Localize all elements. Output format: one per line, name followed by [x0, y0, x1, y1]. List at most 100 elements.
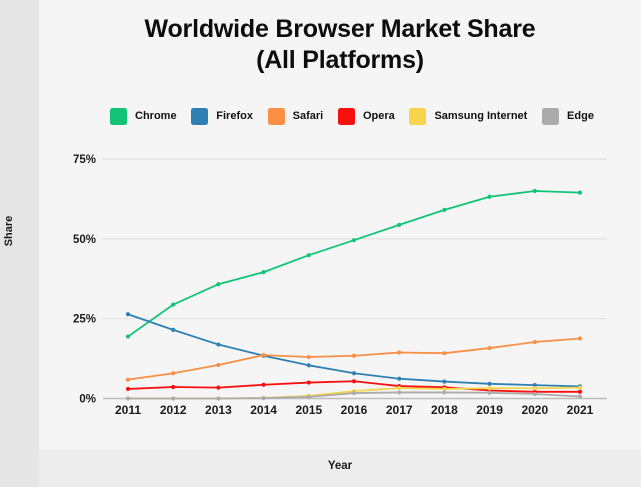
legend-item-opera: Opera: [337, 107, 395, 125]
line-chart-plot: 0% 25% 50% 75% 2011 2012 2013 2014 2015 2016 2017 2…: [73, 154, 607, 417]
legend-item-edge: Edge: [542, 107, 594, 125]
data-point-safari-2016: [351, 353, 357, 358]
data-point-chrome-2016: [351, 238, 357, 243]
x-tick-label-2021: 2021: [567, 403, 594, 417]
legend-label-edge: Edge: [567, 110, 594, 122]
data-point-firefox-2015: [306, 363, 311, 368]
data-point-safari-2014: [261, 352, 266, 358]
x-axis-title: Year: [327, 460, 353, 472]
legend-label-samsung-internet: Samsung Internet: [434, 110, 528, 122]
data-point-firefox-2017: [397, 376, 402, 381]
data-point-safari-2015: [306, 354, 311, 360]
data-point-chrome-2017: [397, 222, 402, 227]
data-point-safari-2020: [532, 339, 537, 345]
legend-swatch-opera: [337, 107, 355, 125]
y-tick-label-50%: 50%: [73, 234, 96, 246]
data-point-firefox-2011: [125, 312, 131, 317]
legend-swatch-safari: [267, 107, 285, 125]
chart-legend: Chrome Firefox Safari Opera Samsung Internet…: [110, 106, 594, 126]
series-line-chrome: [127, 190, 581, 338]
x-tick-label-2015: 2015: [295, 403, 322, 417]
chart-card: Worldwide Browser Market Share (All Plat…: [39, 0, 641, 449]
legend-item-safari: Safari: [267, 107, 324, 125]
data-point-chrome-2012: [171, 302, 176, 307]
data-point-firefox-2016: [351, 371, 357, 376]
data-point-edge-2021: [577, 394, 583, 399]
data-point-samsung-internet-2021: [577, 385, 583, 390]
x-tick-label-2018: 2018: [431, 403, 458, 417]
data-point-edge-2015: [306, 394, 311, 400]
data-point-edge-2014: [261, 396, 266, 401]
legend-swatch-edge: [542, 107, 560, 125]
data-point-opera-2011: [125, 386, 131, 392]
chart-title: Worldwide Browser Market Share (All Plat…: [39, 14, 641, 76]
x-tick-label-2019: 2019: [476, 403, 503, 417]
data-point-safari-2011: [125, 377, 131, 382]
data-point-safari-2013: [216, 362, 221, 368]
data-point-opera-2014: [261, 382, 266, 387]
data-point-edge-2019: [487, 390, 492, 395]
y-axis-title-strip: Share: [0, 0, 39, 487]
x-tick-label-2011: 2011: [115, 403, 141, 417]
chart-title-line2: (All Platforms): [256, 46, 424, 74]
data-point-chrome-2011: [125, 334, 131, 339]
y-axis-title: Share: [3, 215, 15, 247]
x-tick-label-2020: 2020: [521, 403, 548, 417]
x-axis-title-strip: Year: [39, 449, 641, 487]
legend-label-opera: Opera: [362, 110, 395, 122]
data-point-firefox-2018: [442, 379, 447, 384]
data-point-firefox-2012: [171, 327, 176, 332]
x-tick-label-2016: 2016: [341, 403, 368, 417]
legend-item-firefox: Firefox: [191, 107, 253, 125]
data-point-chrome-2021: [577, 190, 583, 195]
data-point-samsung-internet-2017: [397, 385, 402, 391]
legend-swatch-firefox: [191, 107, 209, 125]
x-tick-label-2012: 2012: [160, 403, 187, 417]
data-point-samsung-internet-2020: [532, 386, 537, 391]
data-point-firefox-2019: [487, 381, 492, 386]
legend-item-samsung-internet: Samsung Internet: [409, 107, 528, 125]
legend-swatch-samsung-internet: [409, 107, 427, 125]
data-point-firefox-2020: [532, 382, 537, 388]
x-tick-label-2014: 2014: [250, 403, 277, 417]
legend-label-safari: Safari: [292, 110, 324, 122]
legend-swatch-chrome: [110, 107, 127, 125]
data-point-safari-2021: [577, 336, 583, 341]
data-point-chrome-2018: [442, 207, 447, 212]
data-point-opera-2015: [306, 380, 311, 385]
data-point-edge-2020: [532, 391, 537, 397]
data-point-edge-2016: [351, 390, 357, 396]
data-point-opera-2021: [577, 389, 583, 394]
x-tick-label-2013: 2013: [205, 403, 232, 417]
data-point-chrome-2014: [261, 269, 266, 275]
data-point-safari-2017: [397, 350, 402, 355]
data-point-chrome-2013: [216, 282, 221, 287]
data-point-edge-2018: [442, 390, 447, 395]
chart-title-line1: Worldwide Browser Market Share: [144, 15, 536, 43]
data-point-chrome-2015: [306, 253, 311, 258]
data-point-edge-2011: [125, 396, 131, 401]
data-point-samsung-internet-2019: [487, 386, 492, 391]
series-line-firefox: [127, 313, 581, 388]
data-point-edge-2017: [397, 390, 402, 395]
y-tick-label-75%: 75%: [73, 154, 96, 166]
legend-item-chrome: Chrome: [110, 107, 177, 125]
data-point-firefox-2013: [216, 342, 221, 347]
y-tick-label-25%: 25%: [73, 314, 96, 326]
y-tick-label-0%: 0%: [79, 394, 96, 406]
data-point-opera-2012: [171, 384, 176, 390]
data-point-edge-2012: [171, 396, 176, 401]
data-point-safari-2019: [487, 345, 492, 351]
legend-label-chrome: Chrome: [135, 110, 177, 122]
data-point-samsung-internet-2018: [442, 386, 447, 392]
data-point-chrome-2020: [532, 188, 537, 194]
data-point-opera-2013: [216, 385, 221, 390]
x-tick-label-2017: 2017: [386, 403, 413, 417]
data-point-safari-2018: [442, 351, 447, 356]
legend-label-firefox: Firefox: [216, 110, 253, 122]
data-point-edge-2013: [216, 396, 221, 401]
data-point-safari-2012: [171, 371, 176, 376]
data-point-opera-2016: [351, 379, 357, 384]
data-point-chrome-2019: [487, 194, 492, 199]
